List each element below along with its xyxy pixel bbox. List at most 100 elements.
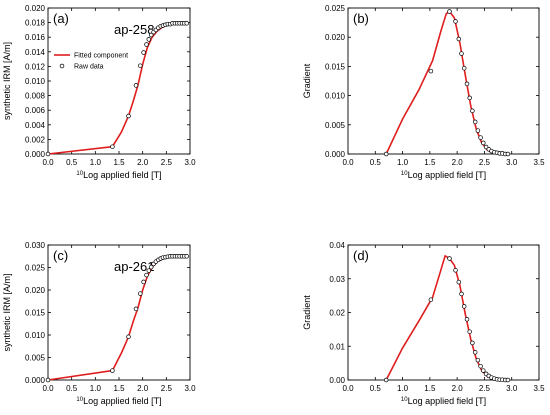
fitted-component-line	[385, 255, 509, 381]
y-tick-label: 0.016	[25, 33, 46, 42]
raw-data-point	[472, 119, 478, 125]
y-tick-label: 0.018	[25, 19, 46, 28]
y-tick-label: 0.008	[25, 92, 46, 101]
y-tick-label: 0.012	[25, 62, 46, 71]
panel-label: (d)	[353, 248, 369, 263]
raw-data-point	[138, 63, 143, 68]
x-tick-label: 0.5	[66, 384, 78, 393]
x-tick-label: 3.0	[506, 384, 518, 393]
y-tick-label: 0.030	[25, 241, 46, 250]
x-axis-label-sup: 10	[76, 171, 83, 177]
y-tick-label: 0.025	[325, 4, 346, 13]
y-tick-label: 0.01	[329, 342, 345, 351]
raw-data-point	[144, 42, 149, 47]
x-tick-label: 1.0	[397, 384, 409, 393]
raw-data-point	[475, 357, 481, 363]
raw-data-point	[45, 151, 51, 157]
chart-panel-3: 0.0 0.5 1.0 1.5 2.0 2.5 3.0 3.5 0.00 0.01 0.02 0.03…	[302, 241, 545, 406]
raw-data-point	[478, 363, 483, 369]
y-axis-label: Gradient	[302, 63, 312, 98]
y-tick-label: 0.006	[25, 106, 46, 115]
x-tick-label: 2.5	[479, 384, 491, 393]
plot-frame	[347, 7, 540, 155]
x-tick-label: 3.0	[184, 158, 196, 167]
y-axis-label: synthetic IRM [A/m]	[2, 42, 12, 120]
y-tick-label: 0.010	[25, 331, 46, 340]
legend-label-fitted: Fitted component	[74, 53, 128, 60]
raw-data-point	[472, 350, 478, 355]
x-axis-label-sup: 10	[76, 397, 83, 403]
raw-data-point	[447, 256, 452, 261]
raw-data-point	[133, 83, 139, 88]
panel-label: (a)	[53, 11, 69, 26]
y-tick-label: 0.015	[325, 62, 346, 71]
raw-data-point	[464, 81, 470, 87]
x-tick-label: 1.0	[90, 158, 102, 167]
raw-data-point	[481, 140, 486, 146]
raw-data-point	[184, 254, 189, 259]
raw-data-point	[383, 151, 389, 157]
raw-data-point	[505, 151, 511, 157]
x-tick-label: 1.5	[113, 384, 125, 393]
y-tick-label: 0.00	[329, 376, 345, 385]
y-tick-label: 0.015	[25, 309, 46, 318]
x-tick-label: 0.5	[370, 158, 382, 167]
raw-data-point	[383, 377, 389, 383]
raw-data-point	[470, 108, 475, 114]
raw-data-point	[146, 37, 152, 42]
sample-annotation: ap-261	[114, 259, 154, 274]
x-tick-label: 0.5	[66, 158, 78, 167]
panel-label: (c)	[53, 248, 68, 263]
x-tick-label: 2.0	[452, 158, 464, 167]
x-axis-label-sup: 10	[401, 171, 408, 177]
x-tick-label: 3.5	[533, 384, 545, 393]
x-axis-label-sup: 10	[401, 397, 408, 403]
raw-data-point	[146, 268, 152, 273]
x-tick-label: 1.0	[90, 384, 102, 393]
raw-data-point	[481, 368, 486, 373]
raw-data-point	[459, 51, 464, 56]
y-tick-label: 0.03	[329, 275, 345, 284]
fitted-component-line	[385, 10, 509, 155]
raw-data-point	[453, 19, 458, 24]
raw-data-point	[467, 329, 472, 334]
raw-data-point	[475, 128, 481, 133]
y-axis-label: synthetic IRM [A/m]	[2, 273, 12, 351]
x-axis-label-text: Log applied field [T]	[83, 170, 162, 180]
raw-data-point	[447, 9, 452, 14]
raw-data-point	[467, 95, 472, 101]
x-tick-label: 2.0	[137, 158, 149, 167]
raw-data-point	[148, 264, 154, 270]
raw-data-point	[110, 368, 115, 373]
panel-label: (b)	[353, 11, 369, 26]
x-tick-label: 0.0	[42, 384, 54, 393]
x-tick-label: 1.5	[113, 158, 125, 167]
raw-data-point	[144, 272, 149, 278]
raw-data-point	[110, 144, 115, 149]
y-tick-label: 0.02	[329, 309, 345, 318]
y-tick-label: 0.010	[325, 92, 346, 101]
y-tick-label: 0.020	[325, 33, 346, 42]
sample-annotation: ap-258	[114, 22, 154, 37]
x-tick-label: 2.5	[479, 158, 491, 167]
y-axis-label: Gradient	[302, 295, 312, 330]
x-tick-label: 3.0	[506, 158, 518, 167]
x-tick-label: 1.5	[424, 384, 436, 393]
x-tick-label: 2.5	[161, 158, 173, 167]
x-tick-label: 0.5	[370, 384, 382, 393]
legend-label-raw: Raw data	[74, 64, 104, 71]
raw-data-point	[184, 21, 189, 26]
y-tick-label: 0.010	[25, 77, 46, 86]
x-axis-label: 10Log applied field [T]	[76, 170, 161, 180]
y-tick-label: 0.000	[25, 376, 46, 385]
raw-data-point	[141, 279, 146, 285]
x-tick-label: 1.5	[424, 158, 436, 167]
x-tick-label: 3.0	[184, 384, 196, 393]
x-axis-label-text: Log applied field [T]	[83, 396, 162, 406]
chart-panel-2: 0.0 0.5 1.0 1.5 2.0 2.5 3.0 0.000 0.005 0.010 0.01…	[2, 241, 196, 406]
raw-data-point	[478, 135, 483, 140]
raw-data-point	[470, 340, 475, 346]
x-tick-label: 0.0	[42, 158, 54, 167]
x-tick-label: 2.5	[161, 384, 173, 393]
